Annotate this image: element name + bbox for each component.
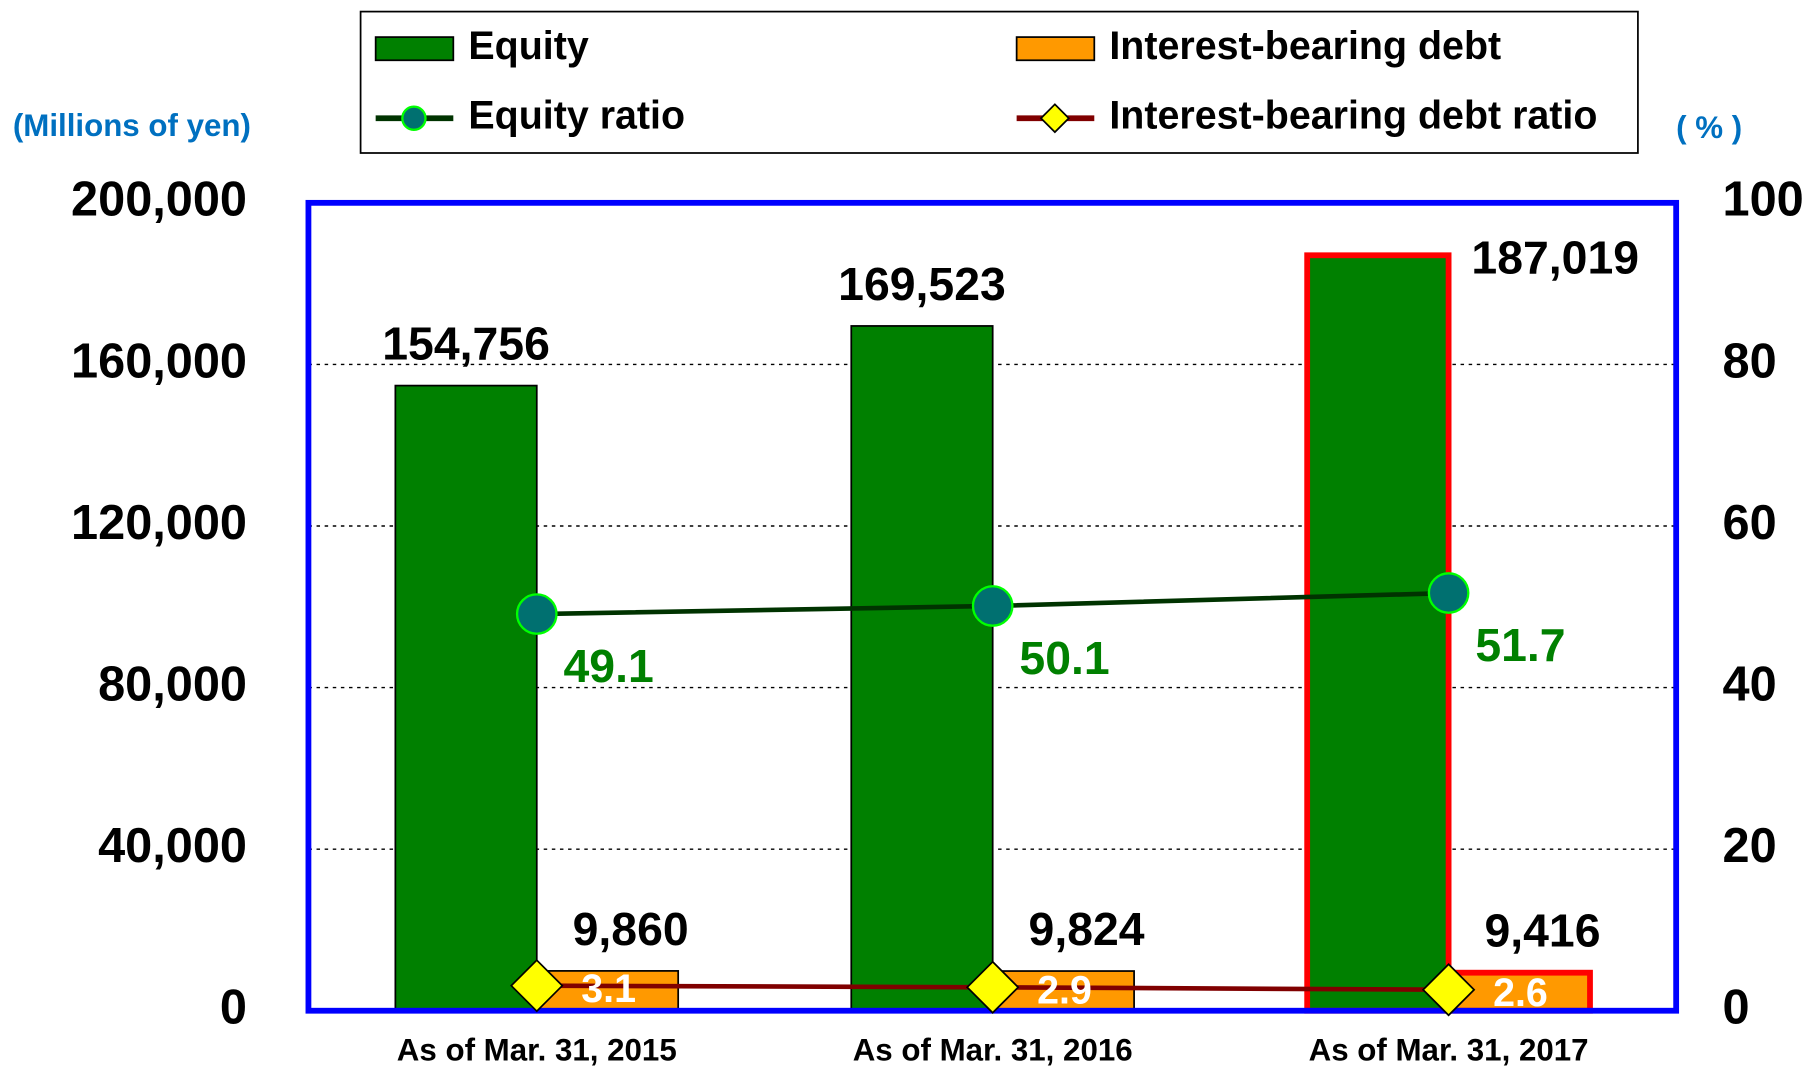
legend-label: Interest-bearing debt <box>1109 24 1501 68</box>
marker <box>510 958 564 1013</box>
legend-label: Equity <box>468 24 588 68</box>
data-label: 49.1 <box>564 640 654 692</box>
bar <box>850 325 994 1012</box>
marker <box>515 593 558 635</box>
y-tick-label: 40,000 <box>98 819 247 873</box>
y-tick-label: 0 <box>220 981 247 1035</box>
data-label: 2.9 <box>1037 969 1092 1013</box>
legend-box <box>359 10 1639 154</box>
data-label: 187,019 <box>1471 231 1639 283</box>
y2-tick-label: 20 <box>1723 819 1777 873</box>
bar <box>991 970 1135 1012</box>
bar <box>1304 252 1452 1014</box>
y-tick-label: 200,000 <box>71 173 247 227</box>
data-label: 51.7 <box>1475 619 1565 671</box>
data-label: 154,756 <box>382 318 550 370</box>
y2-axis-title: ( % ) <box>1676 110 1742 145</box>
y-tick-label: 160,000 <box>71 334 247 388</box>
data-label: 9,824 <box>1029 903 1145 955</box>
y2-tick-label: 80 <box>1723 334 1777 388</box>
legend-label: Interest-bearing debt ratio <box>1109 94 1597 138</box>
data-label: 50.1 <box>1019 632 1109 684</box>
marker <box>971 585 1014 627</box>
data-label: 3.1 <box>581 967 636 1011</box>
marker <box>1427 572 1470 614</box>
marker <box>1421 962 1476 1017</box>
legend-marker <box>401 105 427 131</box>
y2-tick-label: 40 <box>1723 657 1777 711</box>
data-label: 2.6 <box>1493 971 1548 1015</box>
marker <box>965 960 1020 1015</box>
x-tick-label: As of Mar. 31, 2015 <box>397 1033 677 1068</box>
legend-swatch <box>1015 36 1096 62</box>
y2-tick-label: 0 <box>1723 981 1750 1035</box>
data-label: 9,860 <box>573 903 689 955</box>
data-label: 169,523 <box>838 258 1006 310</box>
y2-tick-label: 100 <box>1723 173 1804 227</box>
x-tick-label: As of Mar. 31, 2016 <box>853 1033 1133 1068</box>
legend-label: Equity ratio <box>468 94 685 138</box>
y2-tick-label: 60 <box>1723 496 1777 550</box>
data-label: 9,416 <box>1484 905 1600 957</box>
bar <box>394 384 538 1012</box>
y-tick-label: 80,000 <box>98 657 247 711</box>
legend-swatch <box>374 36 455 62</box>
y-tick-label: 120,000 <box>71 496 247 550</box>
legend-marker <box>1039 103 1071 134</box>
y-axis-title: (Millions of yen) <box>13 108 251 143</box>
x-tick-label: As of Mar. 31, 2017 <box>1309 1033 1589 1068</box>
